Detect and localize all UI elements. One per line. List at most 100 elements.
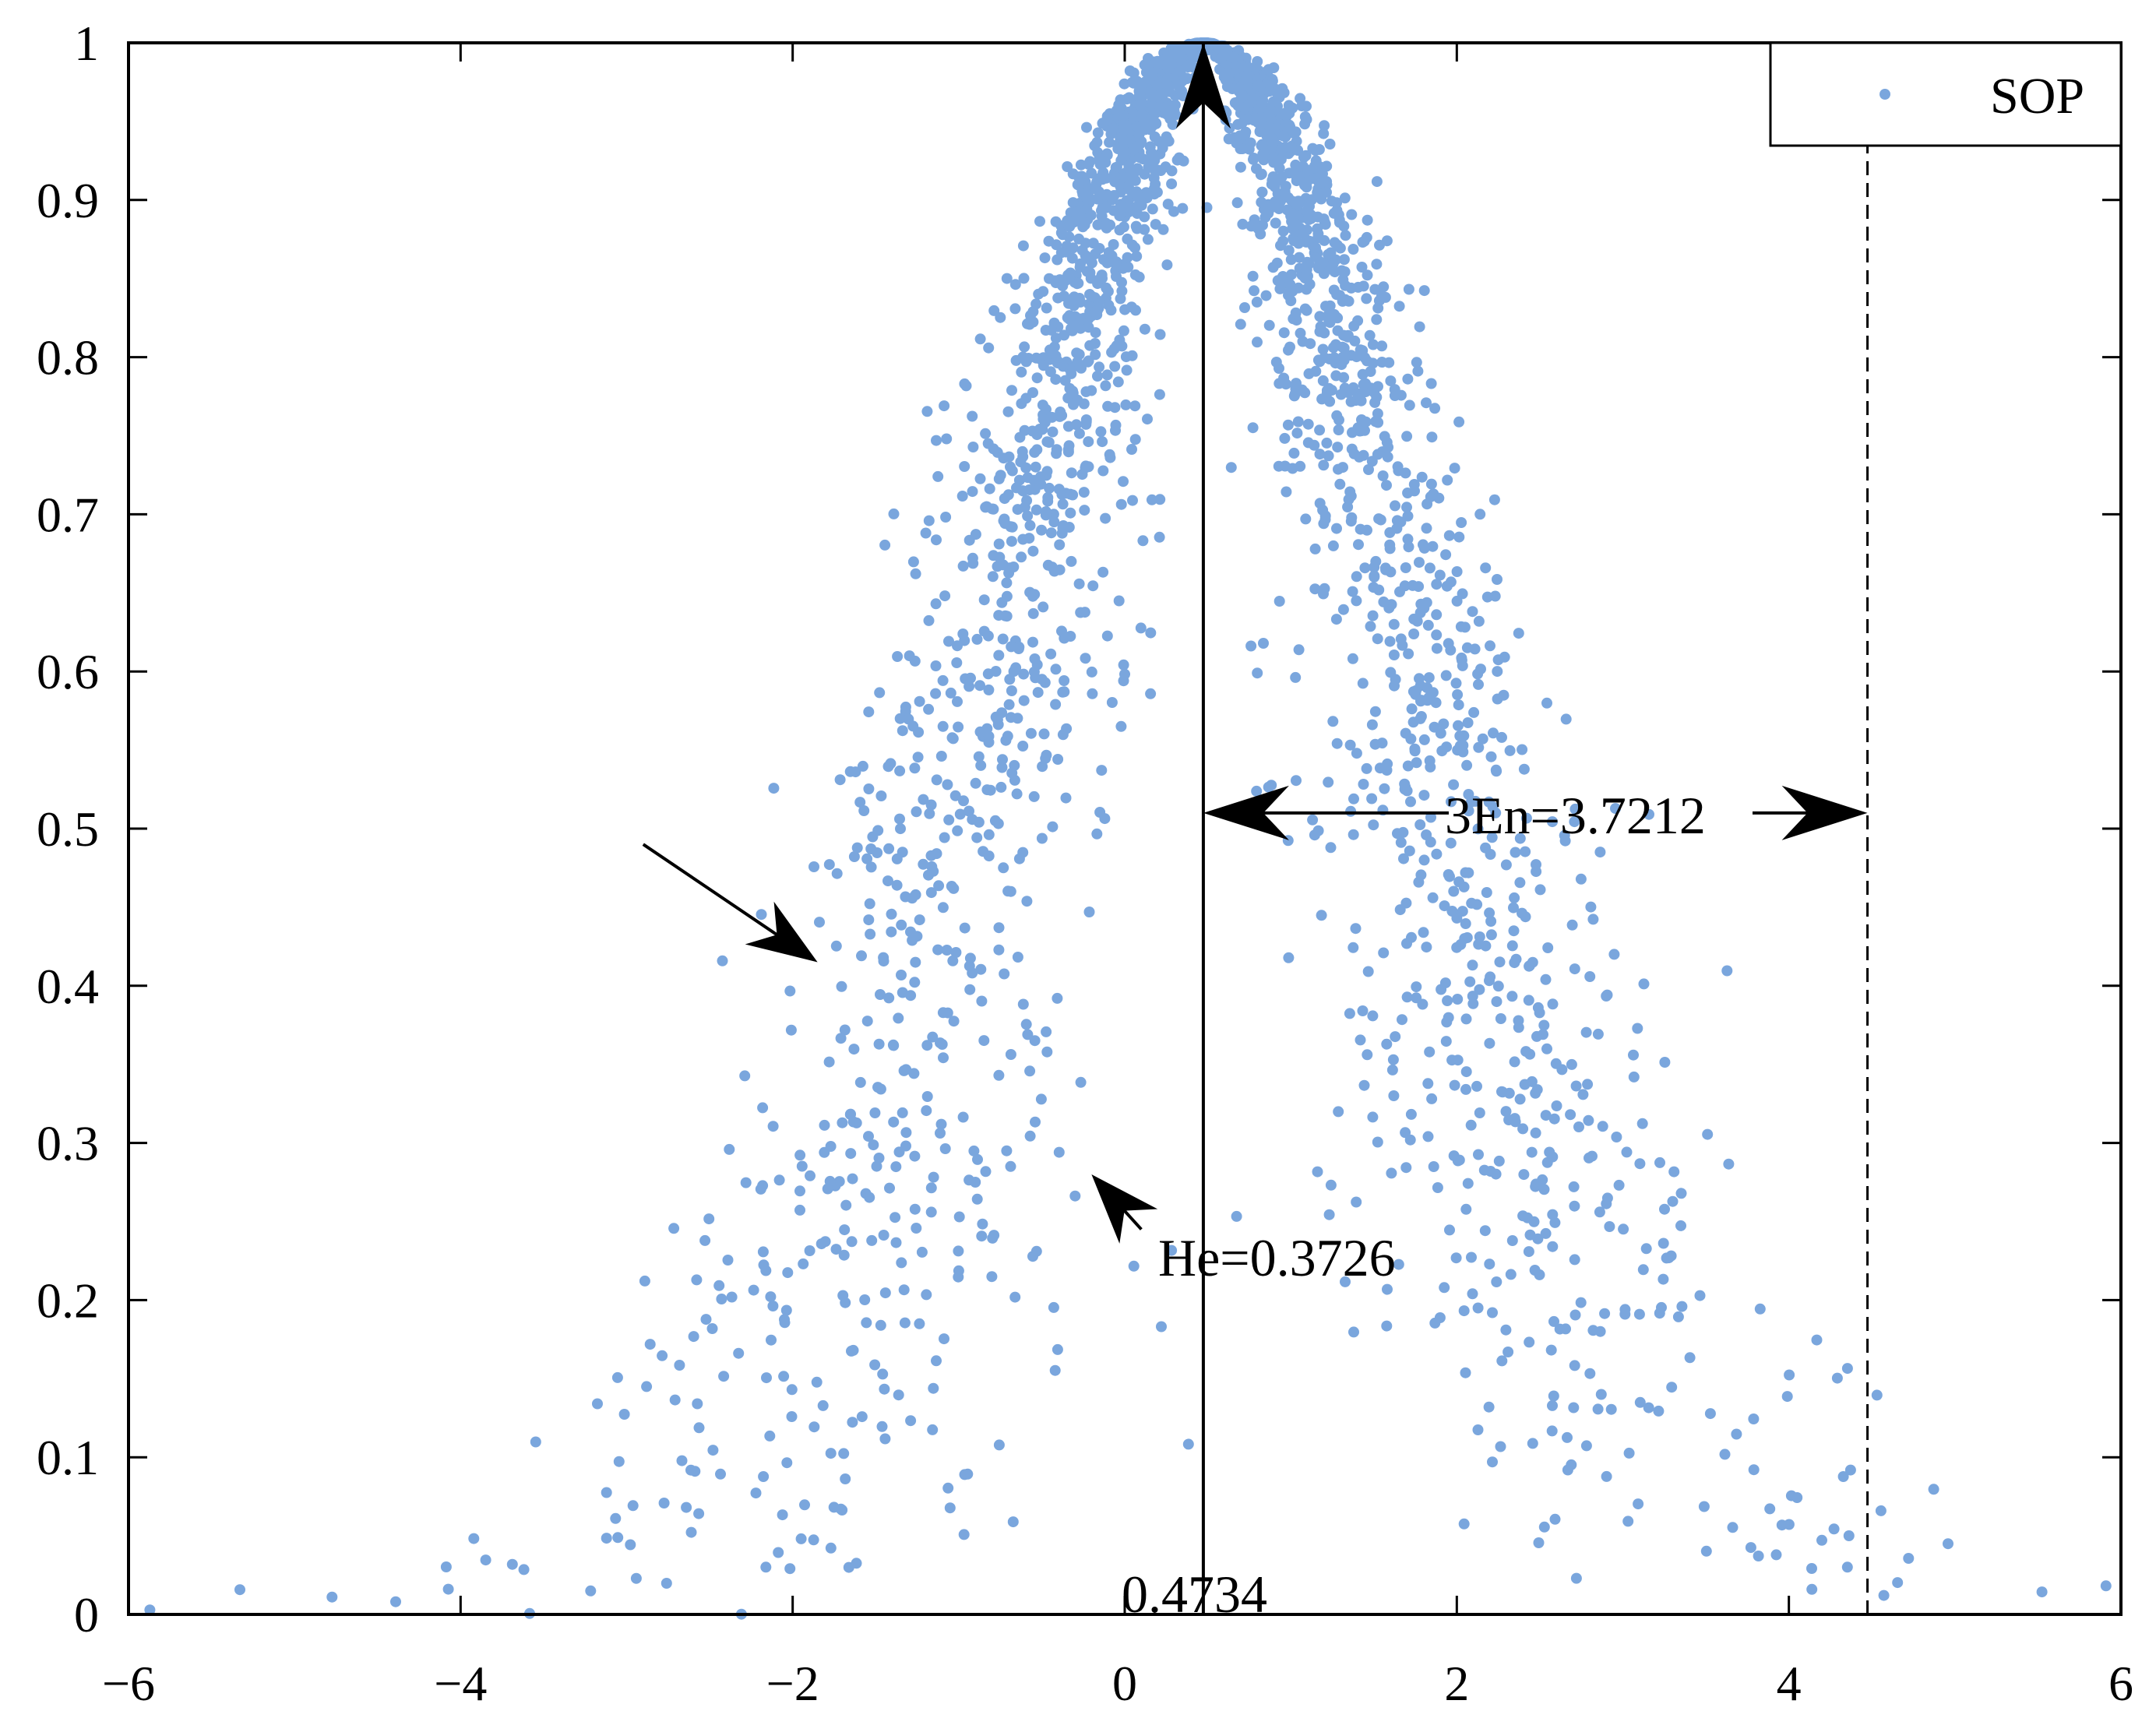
scatter-point (1753, 1551, 1764, 1561)
scatter-point (1506, 991, 1518, 1002)
scatter-point (1569, 1254, 1580, 1266)
scatter-point (982, 438, 994, 449)
scatter-point (879, 539, 891, 551)
scatter-point (1267, 262, 1279, 273)
scatter-point (1042, 491, 1054, 503)
scatter-point (1455, 938, 1467, 950)
scatter-point (998, 515, 1009, 526)
scatter-point (935, 1128, 946, 1139)
scatter-point (1333, 1106, 1344, 1118)
scatter-point (1416, 471, 1428, 483)
scatter-point (964, 952, 976, 964)
scatter-point (1361, 762, 1372, 774)
scatter-point (1346, 512, 1358, 523)
scatter-point (1453, 876, 1465, 888)
scatter-point (1443, 530, 1455, 541)
scatter-point (1101, 257, 1113, 269)
scatter-point (1251, 163, 1262, 174)
scatter-point (1382, 451, 1393, 463)
scatter-point (1659, 1057, 1671, 1068)
scatter-point (1548, 1390, 1559, 1402)
scatter-point (1302, 418, 1314, 430)
scatter-point (1326, 195, 1337, 207)
scatter-point (856, 1411, 868, 1423)
scatter-point (1500, 1324, 1512, 1336)
scatter-point (1231, 1210, 1242, 1222)
scatter-point (1748, 1464, 1760, 1476)
scatter-point (1052, 1343, 1063, 1355)
scatter-point (1094, 361, 1105, 373)
scatter-point (780, 1304, 792, 1316)
scatter-point (825, 1542, 837, 1554)
scatter-point (1418, 927, 1429, 938)
scatter-point (718, 1371, 730, 1382)
scatter-point (939, 400, 950, 412)
scatter-point (886, 908, 897, 920)
scatter-point (1513, 1015, 1524, 1026)
scatter-point (953, 1245, 964, 1257)
scatter-point (1379, 783, 1390, 794)
scatter-point (1145, 688, 1157, 699)
scatter-point (1027, 545, 1039, 557)
scatter-point (740, 1177, 752, 1188)
scatter-point (1484, 1037, 1495, 1049)
y-tick-label: 0.1 (37, 1430, 99, 1485)
pointer-arrow-shaft (1122, 1208, 1143, 1230)
scatter-point (972, 1153, 983, 1165)
scatter-point (1040, 509, 1052, 521)
scatter-point (1345, 805, 1357, 817)
scatter-point (1473, 741, 1485, 753)
scatter-point (1347, 427, 1358, 438)
scatter-point (625, 1539, 636, 1551)
scatter-point (1393, 301, 1405, 312)
scatter-point (819, 1119, 830, 1131)
scatter-point (1290, 307, 1302, 319)
scatter-point (2036, 1586, 2048, 1598)
scatter-point (1401, 502, 1412, 513)
scatter-point (1122, 181, 1134, 192)
scatter-point (882, 761, 894, 773)
scatter-point (971, 832, 983, 843)
scatter-point (779, 1317, 791, 1329)
scatter-point (1013, 474, 1025, 486)
scatter-point (1004, 674, 1016, 685)
scatter-point (1837, 1471, 1849, 1482)
scatter-point (834, 774, 846, 786)
scatter-point (1029, 446, 1041, 458)
scatter-point (1429, 403, 1441, 414)
scatter-point (1283, 245, 1295, 256)
scatter-point (890, 1237, 902, 1248)
scatter-point (887, 1039, 899, 1051)
scatter-point (914, 914, 925, 926)
scatter-point (1506, 940, 1518, 952)
scatter-point (1144, 141, 1156, 153)
scatter-point (1562, 1464, 1573, 1476)
scatter-point (1012, 952, 1023, 963)
scatter-point (1342, 331, 1354, 343)
scatter-point (585, 1585, 597, 1597)
scatter-point (873, 1038, 885, 1050)
scatter-point (1569, 816, 1580, 828)
scatter-point (1309, 173, 1320, 185)
scatter-point (1463, 805, 1474, 817)
scatter-point (1363, 464, 1374, 475)
scatter-point (1247, 422, 1259, 434)
scatter-point (1414, 819, 1426, 830)
scatter-point (1086, 666, 1097, 678)
scatter-point (1027, 636, 1038, 648)
scatter-point (875, 1319, 886, 1331)
scatter-point (1384, 635, 1396, 647)
scatter-point (1142, 234, 1154, 245)
scatter-point (1278, 327, 1290, 339)
scatter-point (1154, 494, 1166, 505)
scatter-point (1124, 65, 1136, 76)
scatter-point (1129, 434, 1141, 445)
scatter-point (1166, 1244, 1178, 1256)
scatter-point (1330, 614, 1342, 625)
scatter-point (995, 312, 1006, 323)
scatter-point (974, 473, 986, 484)
scatter-point (1325, 1179, 1337, 1191)
scatter-point (1409, 745, 1421, 757)
scatter-point (1089, 338, 1101, 349)
